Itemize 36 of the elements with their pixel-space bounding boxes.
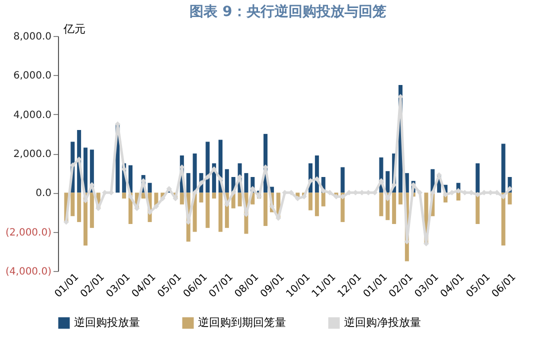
bar	[70, 192, 75, 216]
y-axis-title: 亿元	[62, 22, 86, 36]
bar	[77, 192, 82, 222]
bar	[84, 148, 88, 193]
bar	[244, 173, 248, 193]
bar	[224, 169, 229, 193]
bar	[386, 171, 390, 193]
bar	[379, 192, 384, 216]
legend-label: 逆回购投放量	[74, 316, 140, 329]
bar	[308, 192, 312, 210]
y-tick-label: 8,000.0	[13, 32, 52, 42]
y-tick-label: (2,000.0)	[6, 227, 52, 238]
bar	[192, 154, 197, 193]
y-tick-label: 2,000.0	[13, 149, 52, 160]
bar	[392, 192, 396, 224]
bar	[206, 142, 210, 193]
bar	[180, 192, 184, 204]
bar	[148, 182, 152, 193]
bar	[264, 192, 268, 226]
bar	[501, 192, 506, 246]
legend-label: 逆回购到期回笼量	[198, 316, 286, 329]
bar	[212, 192, 216, 199]
bar	[199, 192, 204, 202]
chart-title: 图表 9：央行逆回购投放与回笼	[190, 3, 386, 20]
bar	[314, 192, 319, 216]
bar	[238, 192, 242, 206]
bar	[206, 192, 210, 228]
bar	[186, 173, 190, 193]
y-tick-label: 6,000.0	[13, 70, 52, 82]
bar	[398, 192, 402, 204]
bar	[218, 192, 222, 232]
y-tick-label: (4,000.0)	[6, 266, 52, 278]
y-tick-label: 0.0	[36, 188, 52, 200]
bar	[90, 192, 94, 228]
y-tick-label: 4,000.0	[13, 110, 52, 121]
legend-label: 逆回购净投放量	[344, 316, 421, 329]
